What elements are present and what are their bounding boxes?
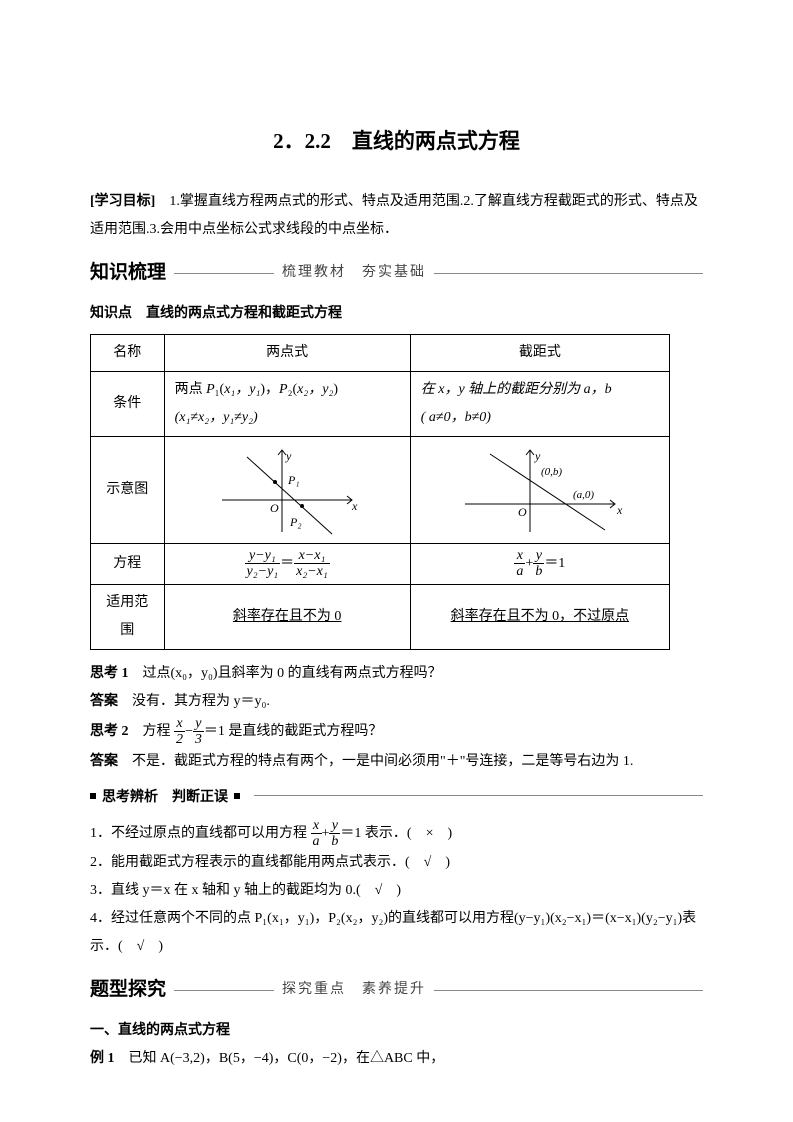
- table-row: 条件 两点 P₁(x₁，y₁)，P₂(x₂，y₂) (x₁≠x₂，y₁≠y₂) …: [91, 372, 670, 437]
- section1-sub: 梳理教材 夯实基础: [282, 259, 426, 287]
- row-condition-hdr: 条件: [91, 372, 165, 437]
- hdr-name: 名称: [91, 335, 165, 372]
- label-p2: P₂: [289, 515, 302, 529]
- ex1-label: 例 1: [90, 1051, 129, 1066]
- divider-line: [434, 990, 703, 991]
- row-diagram-hdr: 示意图: [91, 437, 165, 544]
- diagram-intercept: y x O (0,b) (a,0): [410, 437, 669, 544]
- hdr-intercept: 截距式: [410, 335, 669, 372]
- judgement-q2: 2．能用截距式方程表示的直线都能用两点式表示．( √ ): [90, 849, 703, 877]
- answer-label: 答案: [90, 754, 132, 769]
- section2-title: 题型探究: [90, 971, 166, 1009]
- think2-question: 思考 2 方程 x2−y3＝1 是直线的截距式方程吗？: [90, 716, 703, 748]
- divider-line: [174, 273, 274, 274]
- think1-answer: 答案 没有．其方程为 y＝y₀.: [90, 688, 703, 716]
- label-x: x: [616, 503, 623, 517]
- row-scope-hdr: 适用范围: [91, 584, 165, 649]
- twopoint-line-diagram: y x O P₁ P₂: [202, 442, 372, 538]
- section-header-knowledge: 知识梳理 梳理教材 夯实基础: [90, 254, 703, 292]
- analysis-header: 思考辨析 判断正误: [90, 782, 703, 810]
- analysis-header-text: 思考辨析 判断正误: [102, 782, 228, 810]
- row-condition-intercept: 在 x，y 轴上的截距分别为 a，b ( a≠0，b≠0): [410, 372, 669, 437]
- intercept-line-diagram: y x O (0,b) (a,0): [445, 442, 635, 538]
- label-O: O: [270, 501, 279, 515]
- judgement-q4: 4．经过任意两个不同的点 P₁(x₁，y₁)，P₂(x₂，y₂)的直线都可以用方…: [90, 905, 703, 961]
- label-y: y: [285, 449, 292, 463]
- divider-line: [434, 273, 703, 274]
- page-title: 2．2.2 直线的两点式方程: [90, 120, 703, 162]
- table-row: 适用范围 斜率存在且不为 0 斜率存在且不为 0，不过原点: [91, 584, 670, 649]
- label-a0: (a,0): [573, 489, 594, 501]
- section2-sub: 探究重点 素养提升: [282, 976, 426, 1004]
- table-row: 名称 两点式 截距式: [91, 335, 670, 372]
- objectives-text: 1.掌握直线方程两点式的形式、特点及适用范围.2.了解直线方程截距式的形式、特点…: [90, 194, 698, 237]
- label-p1: P₁: [287, 473, 300, 487]
- bullet-icon: [234, 793, 240, 799]
- label-0b: (0,b): [541, 466, 562, 478]
- judgement-q3: 3．直线 y＝x 在 x 轴和 y 轴上的截距均为 0.( √ ): [90, 877, 703, 905]
- table-row: 示意图 y x O P₁ P₂: [91, 437, 670, 544]
- think2-answer: 答案 不是．截距式方程的特点有两个，一是中间必须用"＋"号连接，二是等号右边为 …: [90, 748, 703, 776]
- equation-intercept: xa+yb＝1: [410, 544, 669, 585]
- example-1: 例 1 已知 A(−3,2)，B(5，−4)，C(0，−2)，在△ABC 中，: [90, 1045, 703, 1073]
- objectives-label: [学习目标]: [90, 194, 169, 209]
- bullet-icon: [90, 793, 96, 799]
- diagram-twopoint: y x O P₁ P₂: [164, 437, 410, 544]
- row-condition-twopoint: 两点 P₁(x₁，y₁)，P₂(x₂，y₂) (x₁≠x₂，y₁≠y₂): [164, 372, 410, 437]
- hdr-twopoint: 两点式: [164, 335, 410, 372]
- equation-forms-table: 名称 两点式 截距式 条件 两点 P₁(x₁，y₁)，P₂(x₂，y₂) (x₁…: [90, 334, 670, 650]
- think1-question: 思考 1 过点(x₀，y₀)且斜率为 0 的直线有两点式方程吗？: [90, 660, 703, 688]
- equation-twopoint: y−y₁y₂−y₁＝x−x₁x₂−x₁: [164, 544, 410, 585]
- divider-line: [174, 990, 274, 991]
- think2-label: 思考 2: [90, 724, 143, 739]
- table-row: 方程 y−y₁y₂−y₁＝x−x₁x₂−x₁ xa+yb＝1: [91, 544, 670, 585]
- row-equation-hdr: 方程: [91, 544, 165, 585]
- section1-title: 知识梳理: [90, 254, 166, 292]
- learning-objectives: [学习目标] 1.掌握直线方程两点式的形式、特点及适用范围.2.了解直线方程截距…: [90, 188, 703, 244]
- subsection-1-title: 一、直线的两点式方程: [90, 1017, 703, 1045]
- divider-line: [254, 795, 703, 796]
- label-x: x: [351, 499, 358, 513]
- section-header-types: 题型探究 探究重点 素养提升: [90, 971, 703, 1009]
- answer-label: 答案: [90, 694, 132, 709]
- label-y: y: [534, 449, 541, 463]
- knowledge-point-heading: 知识点 直线的两点式方程和截距式方程: [90, 300, 703, 328]
- judgement-q1: 1．不经过原点的直线都可以用方程 xa+yb＝1 表示．( × ): [90, 818, 703, 850]
- think1-label: 思考 1: [90, 666, 143, 681]
- scope-intercept: 斜率存在且不为 0，不过原点: [410, 584, 669, 649]
- scope-twopoint: 斜率存在且不为 0: [164, 584, 410, 649]
- label-O: O: [518, 505, 527, 519]
